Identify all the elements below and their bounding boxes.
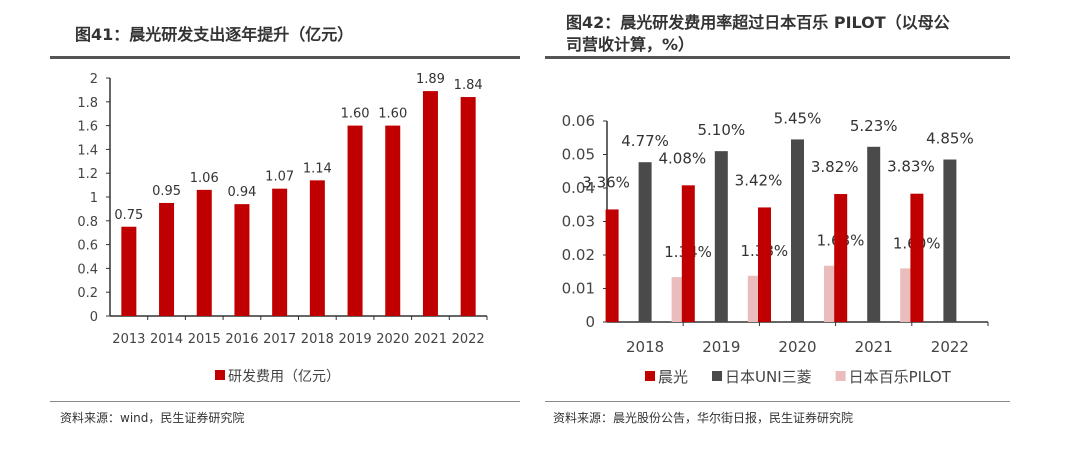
right-data-label: 3.42%: [735, 171, 783, 189]
right-ytick-label: 0: [585, 313, 595, 331]
left-data-label: 1.89: [416, 72, 445, 87]
right-ytick-label: 0.02: [562, 246, 595, 264]
left-xtick-label: 2018: [301, 332, 334, 347]
right-data-label: 5.45%: [774, 109, 822, 127]
right-bar: [910, 193, 924, 322]
right-legend-label: 日本UNI三菱: [725, 368, 812, 386]
right-xtick-label: 2019: [702, 338, 740, 356]
left-xtick-label: 2019: [339, 332, 372, 347]
left-xtick-label: 2014: [150, 332, 183, 347]
right-data-label: 4.85%: [926, 130, 974, 148]
left-bar: [309, 180, 325, 316]
right-bar: [605, 209, 619, 322]
left-legend-label: 研发费用（亿元）: [228, 369, 340, 385]
left-ytick-label: 2: [90, 72, 98, 87]
right-bar: [758, 207, 771, 322]
left-data-label: 0.75: [114, 208, 143, 223]
left-ytick-label: 0.8: [77, 215, 98, 230]
left-bar: [347, 125, 363, 316]
right-bar: [824, 265, 837, 322]
right-ytick-label: 0.06: [562, 112, 595, 130]
right-data-label: 5.23%: [850, 117, 898, 135]
right-bar: [671, 277, 685, 322]
left-bar: [460, 97, 476, 316]
left-source-rule: [50, 401, 520, 402]
left-bar: [385, 125, 401, 316]
right-xtick-label: 2020: [778, 338, 816, 356]
right-data-label: 4.08%: [658, 149, 706, 167]
left-bar: [159, 202, 175, 316]
left-title-rule: [50, 56, 520, 59]
right-data-label: 3.83%: [887, 158, 935, 176]
left-data-label: 1.14: [303, 161, 332, 176]
right-xtick-label: 2022: [931, 338, 969, 356]
left-legend-swatch: [215, 370, 225, 380]
left-xtick-label: 2013: [112, 332, 145, 347]
right-xtick-label: 2021: [855, 338, 893, 356]
right-legend-swatch: [645, 371, 655, 381]
right-bar: [714, 151, 728, 322]
left-data-label: 0.95: [152, 184, 181, 199]
left-bar: [272, 188, 288, 316]
right-legend-label: 晨光: [658, 368, 688, 386]
left-chart-title: 图41：晨光研发支出逐年提升（亿元）: [75, 25, 354, 44]
left-ytick-label: 0.4: [77, 262, 98, 277]
right-ytick-label: 0.04: [562, 179, 595, 197]
left-ytick-label: 1.8: [77, 96, 98, 111]
left-data-label: 1.60: [341, 107, 370, 122]
left-ytick-label: 1.4: [77, 143, 98, 158]
left-xtick-label: 2015: [188, 332, 221, 347]
right-bar: [900, 268, 914, 322]
left-ytick-label: 0.6: [77, 239, 98, 254]
right-bar: [638, 162, 652, 322]
right-data-label: 3.82%: [811, 158, 859, 176]
right-bar: [943, 159, 957, 322]
left-xtick-label: 2020: [376, 332, 409, 347]
left-xtick-label: 2016: [225, 332, 258, 347]
left-ytick-label: 1.2: [77, 167, 98, 182]
left-data-label: 0.94: [227, 185, 256, 200]
right-ytick-label: 0.05: [562, 146, 595, 164]
left-ytick-label: 0.2: [77, 286, 98, 301]
right-bar: [747, 275, 761, 322]
right-source-rule: [545, 401, 1010, 402]
left-data-label: 1.07: [265, 170, 294, 185]
right-bar: [791, 139, 804, 322]
right-data-label: 3.36%: [582, 173, 630, 191]
right-bar: [834, 194, 848, 322]
left-data-label: 1.60: [378, 107, 407, 122]
right-legend-swatch: [712, 371, 723, 381]
left-ytick-label: 0: [90, 310, 98, 325]
right-xtick-label: 2018: [626, 338, 664, 356]
right-ytick-label: 0.03: [562, 213, 595, 231]
right-title-rule: [545, 56, 1010, 59]
right-legend-swatch: [835, 371, 846, 381]
right-chart-title-line1: 图42：晨光研发费用率超过日本百乐 PILOT（以母公: [566, 13, 950, 32]
left-ytick-label: 1: [90, 191, 98, 206]
left-bar: [121, 226, 137, 316]
left-bar: [196, 189, 212, 316]
right-source: 资料来源：晨光股份公告，华尔街日报，民生证券研究院: [553, 411, 854, 425]
right-ytick-label: 0.01: [562, 280, 595, 298]
right-bar: [681, 185, 695, 322]
right-data-label: 4.77%: [621, 132, 669, 150]
left-xtick-label: 2021: [414, 332, 447, 347]
left-source: 资料来源：wind，民生证券研究院: [60, 411, 245, 425]
left-data-label: 1.06: [190, 171, 219, 186]
left-ytick-label: 1.6: [77, 120, 98, 135]
left-bar: [422, 91, 438, 316]
right-bar: [867, 146, 881, 322]
right-data-label: 5.10%: [697, 121, 745, 139]
left-bar: [234, 204, 250, 316]
left-xtick-label: 2022: [452, 332, 485, 347]
left-data-label: 1.84: [454, 78, 483, 93]
right-chart-title-line2: 司营收计算，%）: [566, 35, 695, 54]
left-xtick-label: 2017: [263, 332, 296, 347]
right-legend-label: 日本百乐PILOT: [849, 368, 952, 386]
